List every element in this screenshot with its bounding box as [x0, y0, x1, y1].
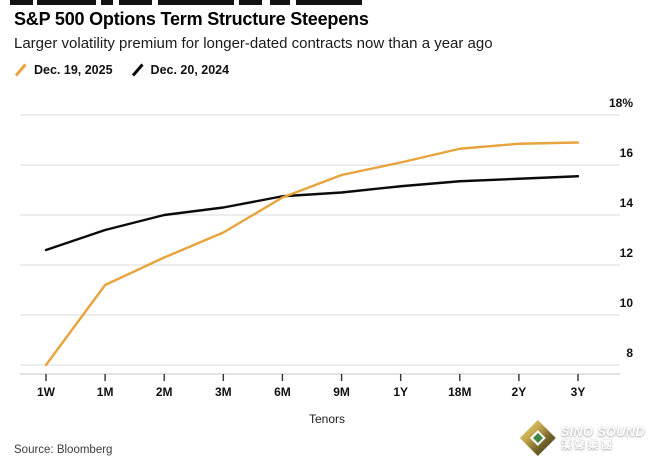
orange-slash-icon [14, 63, 27, 77]
y-axis-tick-label: 12 [620, 246, 634, 260]
artifact-segment [37, 0, 96, 5]
artifact-segment [270, 0, 290, 5]
sino-sound-watermark: SINO SOUND 漢聲集團 [519, 420, 645, 456]
series-line-dec-20-2024 [44, 175, 580, 252]
x-axis-tick-label: 9M [333, 385, 350, 399]
y-axis-tick-label: 8 [626, 346, 633, 360]
watermark-brand-cjk: 漢聲集團 [560, 439, 615, 452]
legend-item-2024: Dec. 20, 2024 [131, 63, 230, 77]
chart-title: S&P 500 Options Term Structure Steepens [14, 9, 369, 29]
series-line-dec-19-2025 [44, 141, 580, 367]
black-slash-icon [131, 63, 144, 77]
source-attribution: Source: Bloomberg [14, 444, 113, 456]
x-axis-tick-label: 2Y [512, 385, 527, 399]
x-axis-tick-label: 1W [37, 385, 56, 399]
x-axis-tick-label: 3Y [571, 385, 586, 399]
y-axis-tick-label: 18% [609, 96, 633, 110]
y-axis-tick-label: 16 [620, 146, 634, 160]
artifact-segment [239, 0, 262, 5]
artifact-segment [158, 0, 234, 5]
artifact-segment [296, 0, 362, 5]
artifact-segment [101, 0, 113, 5]
x-axis-tick-label: 1Y [393, 385, 408, 399]
x-axis-tick-label: 3M [215, 385, 232, 399]
x-axis-tick-label: 6M [274, 385, 291, 399]
x-axis-tick-label: 18M [448, 385, 471, 399]
legend-label: Dec. 20, 2024 [150, 63, 230, 77]
y-axis-tick-label: 10 [620, 296, 634, 310]
x-axis-title: Tenors [309, 412, 345, 426]
artifact-segment [119, 0, 152, 5]
legend-item-2025: Dec. 19, 2025 [14, 63, 113, 77]
legend-label: Dec. 19, 2025 [34, 63, 113, 77]
x-axis-tick-label: 1M [97, 385, 114, 399]
chart-subtitle: Larger volatility premium for longer-dat… [14, 35, 493, 52]
artifact-segment [10, 0, 33, 5]
y-axis-tick-label: 14 [620, 196, 634, 210]
watermark-brand: SINO SOUND [560, 424, 645, 439]
chart-legend: Dec. 19, 2025 Dec. 20, 2024 [14, 63, 229, 77]
x-axis-tick-label: 2M [156, 385, 173, 399]
diamond-gem-icon [519, 420, 556, 456]
